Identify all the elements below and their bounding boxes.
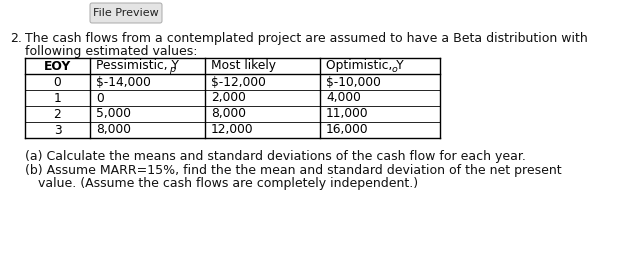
Text: (b) Assume MARR=15%, find the the mean and standard deviation of the net present: (b) Assume MARR=15%, find the the mean a… [25, 164, 562, 177]
Text: 0: 0 [96, 91, 104, 104]
Text: p: p [169, 65, 175, 73]
Text: $-10,000: $-10,000 [326, 76, 381, 88]
Text: $-12,000: $-12,000 [211, 76, 266, 88]
Text: 5,000: 5,000 [96, 107, 131, 120]
Text: value. (Assume the cash flows are completely independent.): value. (Assume the cash flows are comple… [38, 177, 418, 190]
Text: The cash flows from a contemplated project are assumed to have a Beta distributi: The cash flows from a contemplated proje… [25, 32, 588, 45]
Text: 1: 1 [54, 91, 61, 104]
Text: 2: 2 [54, 107, 61, 120]
Text: 0: 0 [54, 76, 61, 88]
Text: 11,000: 11,000 [326, 107, 369, 120]
Text: 12,000: 12,000 [211, 124, 253, 137]
Text: o: o [392, 65, 398, 73]
Text: $-14,000: $-14,000 [96, 76, 151, 88]
Text: 3: 3 [54, 124, 61, 137]
Text: Pessimistic, Y: Pessimistic, Y [96, 60, 179, 73]
Text: 16,000: 16,000 [326, 124, 369, 137]
Text: 8,000: 8,000 [96, 124, 131, 137]
Text: 8,000: 8,000 [211, 107, 246, 120]
Text: Optimistic, Y: Optimistic, Y [326, 60, 404, 73]
Text: File Preview: File Preview [93, 9, 159, 19]
FancyBboxPatch shape [90, 3, 162, 23]
Text: following estimated values:: following estimated values: [25, 45, 198, 58]
Text: (a) Calculate the means and standard deviations of the cash flow for each year.: (a) Calculate the means and standard dev… [25, 150, 526, 163]
Text: 2,000: 2,000 [211, 91, 246, 104]
Text: 2.: 2. [10, 32, 22, 45]
Text: 4,000: 4,000 [326, 91, 361, 104]
Text: Most likely: Most likely [211, 60, 276, 73]
Text: EOY: EOY [44, 60, 71, 73]
